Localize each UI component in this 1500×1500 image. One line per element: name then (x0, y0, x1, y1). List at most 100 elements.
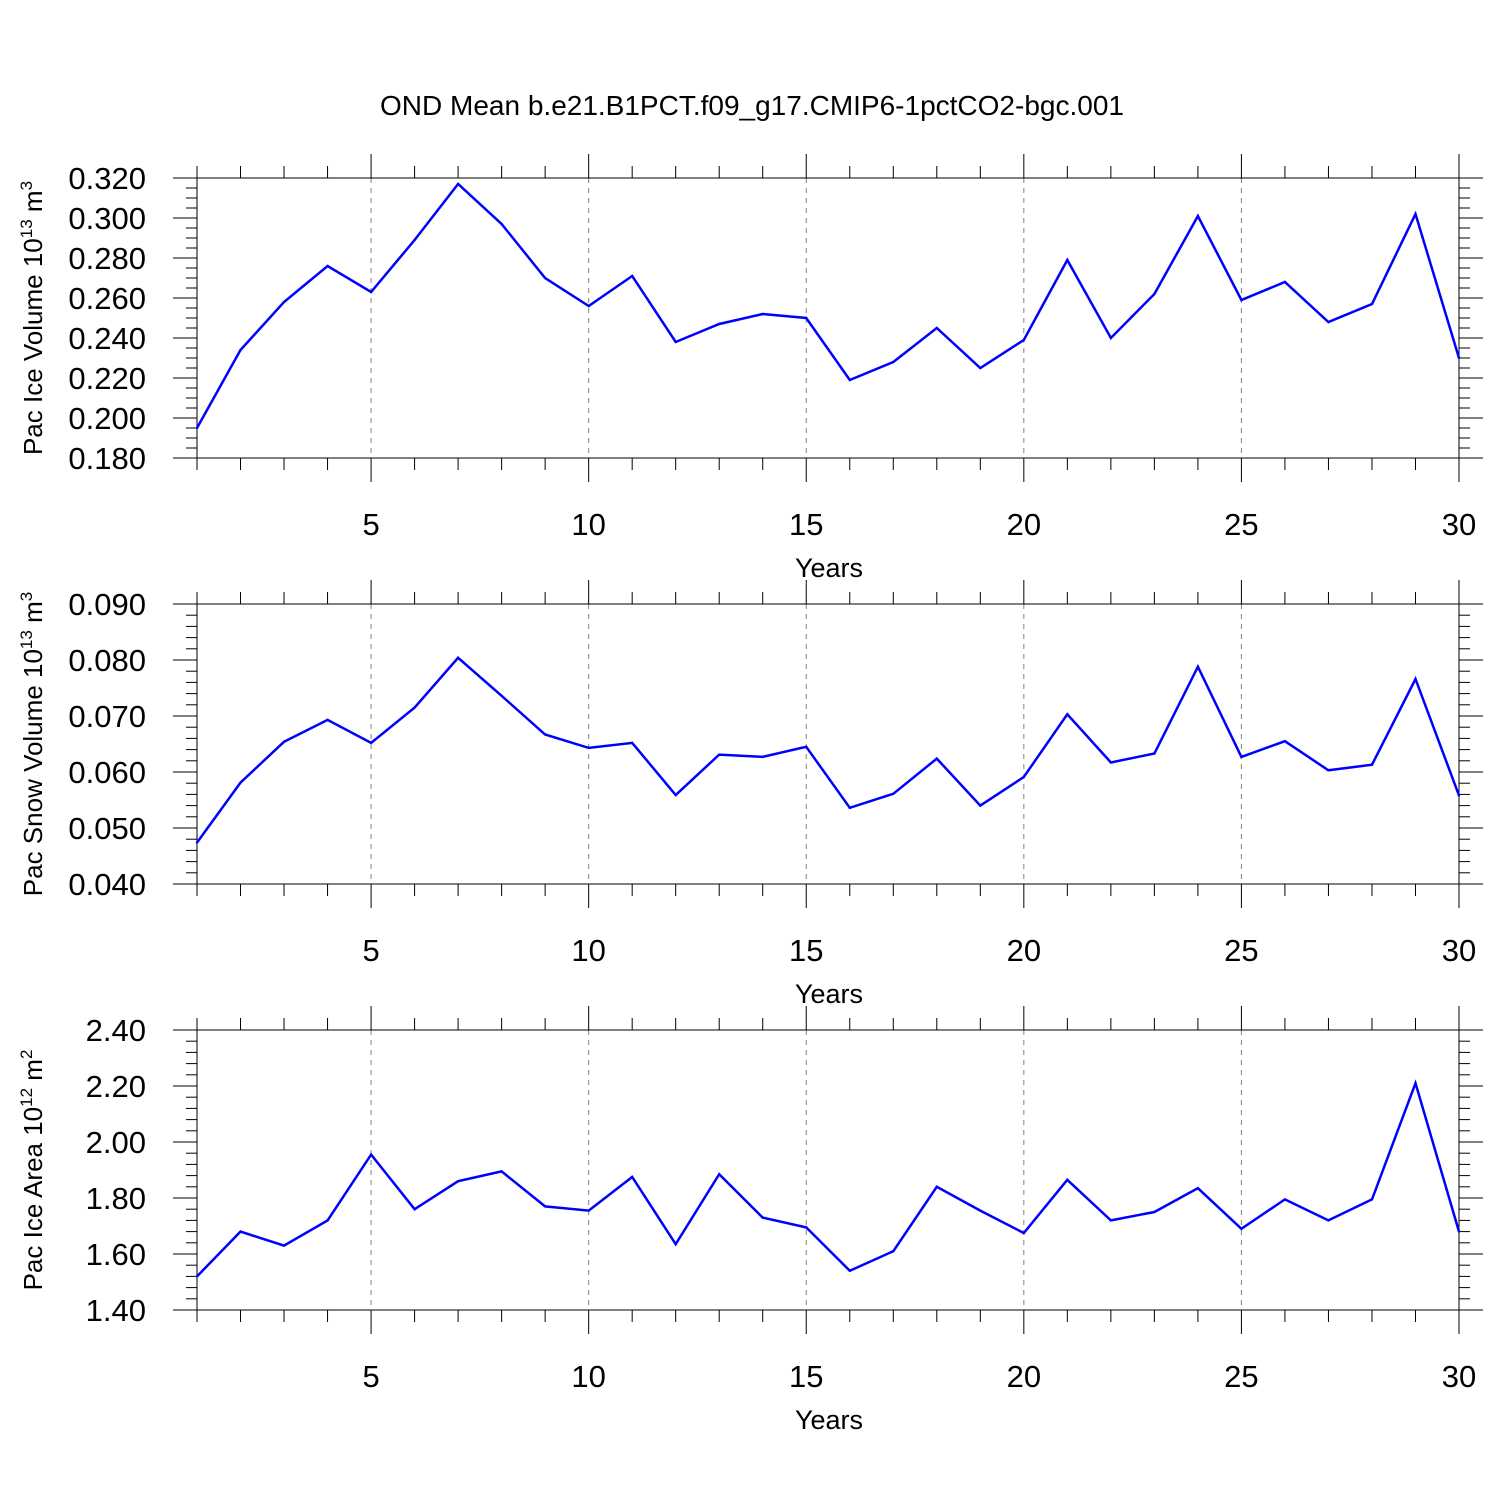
x-tick-label: 20 (1007, 507, 1041, 542)
chart-panel-2: 0.040 0.050 0.060 0.070 0.080 0.090 5 10 15 20 25 3… (17, 580, 1483, 1009)
data-point (805, 745, 808, 748)
y-axis-label: Pac Ice Area 1012 m2 (17, 1050, 48, 1291)
y-axis-label-superscript: 2 (17, 1050, 36, 1059)
data-point (326, 1219, 329, 1222)
data-point (630, 741, 634, 745)
data-point (456, 656, 460, 659)
y-axis-label: Pac Snow Volume 1013 m3 (17, 592, 48, 896)
data-point (979, 1209, 982, 1212)
data-point (1370, 1198, 1374, 1201)
data-point (1414, 212, 1417, 216)
data-point (979, 366, 982, 370)
x-tick-label: 15 (789, 1359, 823, 1394)
y-tick-label: 0.320 (68, 161, 146, 196)
y-tick-label: 1.80 (86, 1181, 146, 1216)
data-point (1022, 775, 1026, 779)
data-point (1414, 1082, 1417, 1085)
x-tick-label: 20 (1007, 1359, 1041, 1394)
x-tick-label: 10 (571, 1359, 605, 1394)
y-tick-label: 2.00 (86, 1125, 146, 1160)
data-point (892, 792, 895, 796)
x-tick-label: 25 (1224, 507, 1258, 542)
x-axis-label: Years (795, 1405, 863, 1435)
y-tick-label: 0.050 (68, 811, 146, 846)
data-point (456, 182, 460, 186)
data-point (1370, 763, 1374, 766)
data-point (239, 781, 242, 784)
y-tick-label: 0.200 (68, 401, 146, 436)
y-tick-label: 0.080 (68, 643, 146, 678)
data-point (935, 326, 938, 330)
data-point (718, 1173, 721, 1176)
data-point (1283, 740, 1287, 743)
chart-panels: 0.180 0.200 0.220 0.240 0.260 0.280 0.300 0.320… (17, 154, 1483, 1435)
x-tick-label: 10 (571, 933, 605, 968)
data-point (1066, 1178, 1069, 1182)
data-point (1240, 298, 1243, 302)
y-tick-label: 0.090 (68, 587, 146, 622)
figure-title: OND Mean b.e21.B1PCT.f09_g17.CMIP6-1pctC… (380, 90, 1124, 121)
data-point (1022, 338, 1026, 342)
data-point (848, 1269, 851, 1273)
y-tick-label: 0.040 (68, 867, 146, 902)
data-point (1327, 320, 1330, 324)
data-point (892, 1250, 895, 1253)
data-point (587, 304, 590, 308)
data-point (718, 322, 721, 326)
data-point (239, 348, 242, 352)
data-point (1414, 677, 1417, 681)
data-point (195, 426, 199, 430)
data-point (369, 1153, 373, 1156)
data-point (326, 718, 329, 722)
data-point (282, 300, 286, 304)
data-point (1066, 713, 1069, 716)
data-point (935, 1185, 938, 1189)
y-tick-label: 0.060 (68, 755, 146, 790)
data-point (935, 757, 938, 760)
data-point (1240, 1227, 1243, 1231)
x-tick-label: 15 (789, 933, 823, 968)
y-axis-label-text: Pac Ice Area 10 (18, 1107, 48, 1291)
y-axis-label-text: Pac Ice Volume 10 (18, 238, 48, 455)
data-point (500, 694, 503, 698)
y-tick-label: 0.280 (68, 241, 146, 276)
data-point (1457, 1230, 1461, 1233)
data-point (1370, 302, 1374, 306)
data-point (413, 238, 416, 242)
data-point (1022, 1231, 1026, 1235)
data-point (413, 706, 416, 709)
y-tick-label: 0.300 (68, 201, 146, 236)
y-axis-label-superscript: 3 (17, 181, 36, 190)
data-point (282, 1244, 286, 1247)
data-point (1327, 1219, 1330, 1222)
data-point (1153, 292, 1156, 296)
x-tick-label: 25 (1224, 1359, 1258, 1394)
y-tick-label: 1.40 (86, 1293, 146, 1328)
y-axis-label-text: m (18, 1059, 48, 1088)
data-point (543, 733, 547, 736)
data-point (1283, 1198, 1287, 1201)
data-point (456, 1180, 460, 1183)
data-point (500, 222, 503, 226)
data-point (369, 741, 373, 745)
data-point (1283, 280, 1287, 284)
y-axis-label-superscript: 12 (17, 1088, 36, 1107)
data-point (630, 1175, 634, 1179)
data-point (326, 264, 329, 268)
y-axis-label-text: m (18, 190, 48, 219)
data-point (1196, 665, 1200, 668)
data-point (630, 274, 634, 278)
x-tick-label: 5 (362, 933, 379, 968)
y-axis-label-superscript: 13 (17, 219, 36, 238)
y-axis-label-superscript: 13 (17, 630, 36, 649)
data-point (761, 1216, 764, 1219)
data-point (195, 841, 199, 844)
data-point (195, 1275, 199, 1278)
data-point (1153, 752, 1156, 755)
data-point (369, 290, 373, 294)
x-tick-label: 30 (1442, 1359, 1476, 1394)
x-axis-label: Years (795, 979, 863, 1009)
data-point (805, 316, 808, 320)
data-point (587, 746, 590, 750)
